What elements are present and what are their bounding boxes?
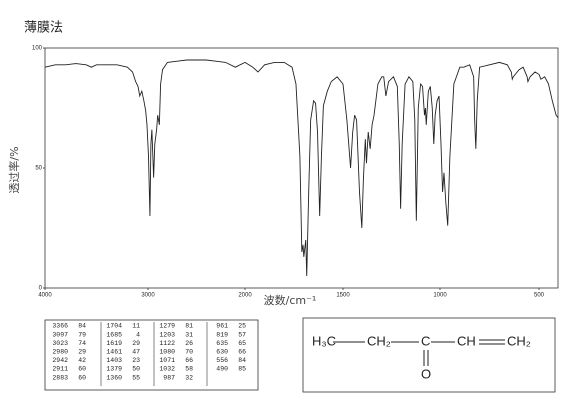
peak-transmittance: 32 [185, 374, 193, 381]
peak-wavenumber: 630 [216, 349, 228, 356]
peak-transmittance: 57 [238, 331, 246, 338]
y-tick-label: 50 [35, 166, 42, 172]
peak-transmittance: 84 [78, 323, 86, 330]
structure-atom: O [421, 366, 431, 381]
x-axis-label: 波数/cm⁻¹ [264, 294, 317, 307]
peak-transmittance: 60 [78, 366, 86, 373]
peak-wavenumber: 819 [216, 331, 228, 338]
y-tick-label: 100 [32, 46, 43, 52]
peak-wavenumber: 3366 [52, 323, 68, 330]
peak-transmittance: 84 [238, 357, 246, 364]
peak-wavenumber: 1071 [159, 357, 175, 364]
peak-table-frame [44, 319, 259, 391]
spectrum-line [44, 59, 559, 277]
x-tick-label: 1500 [336, 293, 350, 299]
peak-wavenumber: 1619 [106, 340, 122, 347]
peak-wavenumber: 635 [216, 340, 228, 347]
peak-wavenumber: 2980 [52, 349, 68, 356]
chart-title: 薄膜法 [24, 21, 63, 36]
peak-wavenumber: 1403 [106, 357, 122, 364]
peak-transmittance: 29 [132, 340, 140, 347]
peak-transmittance: 65 [238, 340, 246, 347]
peak-transmittance: 66 [238, 349, 246, 356]
peak-transmittance: 26 [185, 340, 193, 347]
peak-wavenumber: 1704 [106, 323, 122, 330]
peak-wavenumber: 1279 [159, 323, 175, 330]
x-tick-label: 2000 [238, 293, 252, 299]
peak-wavenumber: 961 [216, 323, 228, 330]
peak-wavenumber: 1360 [106, 374, 122, 381]
peak-transmittance: 55 [132, 374, 140, 381]
peak-wavenumber: 1032 [159, 366, 175, 373]
peak-transmittance: 66 [185, 357, 193, 364]
peak-transmittance: 60 [78, 374, 86, 381]
peak-wavenumber: 987 [163, 374, 175, 381]
peak-wavenumber: 556 [216, 357, 228, 364]
peak-wavenumber: 1461 [106, 349, 122, 356]
peak-transmittance: 50 [132, 366, 140, 373]
structure-group: CH₂ [507, 333, 531, 348]
peak-wavenumber: 1379 [106, 366, 122, 373]
peak-transmittance: 58 [185, 366, 193, 373]
peak-transmittance: 85 [238, 366, 246, 373]
peak-wavenumber: 2942 [52, 357, 68, 364]
y-axis-label: 透过率/% [7, 146, 21, 193]
x-tick-label: 4000 [38, 293, 52, 299]
peak-transmittance: 79 [78, 331, 86, 338]
structure-group: H₃C [312, 333, 336, 348]
peak-transmittance: 81 [185, 323, 193, 330]
peak-transmittance: 11 [132, 323, 140, 330]
peak-transmittance: 23 [132, 357, 140, 364]
structure-group: CH₂ [367, 333, 391, 348]
x-tick-label: 1000 [433, 293, 447, 299]
peak-transmittance: 29 [78, 349, 86, 356]
peak-transmittance: 74 [78, 340, 86, 347]
peak-wavenumber: 1122 [159, 340, 175, 347]
peak-wavenumber: 2911 [52, 366, 68, 373]
peak-transmittance: 42 [78, 357, 86, 364]
peak-transmittance: 47 [132, 349, 140, 356]
peak-wavenumber: 3023 [52, 340, 68, 347]
peak-wavenumber: 1203 [159, 331, 175, 338]
peak-transmittance: 25 [238, 323, 246, 330]
structure-group: C [421, 333, 430, 348]
x-tick-label: 500 [534, 293, 545, 299]
peak-transmittance: 31 [185, 331, 193, 338]
x-tick-label: 3000 [141, 293, 155, 299]
peak-transmittance: 4 [136, 331, 140, 338]
peak-wavenumber: 3097 [52, 331, 68, 338]
peak-wavenumber: 1080 [159, 349, 175, 356]
y-tick-label: 0 [39, 286, 43, 292]
peak-wavenumber: 490 [216, 366, 228, 373]
structure-group: CH [457, 333, 476, 348]
peak-transmittance: 70 [185, 349, 193, 356]
peak-wavenumber: 1685 [106, 331, 122, 338]
peak-wavenumber: 2883 [52, 374, 68, 381]
structure-frame [302, 317, 556, 393]
